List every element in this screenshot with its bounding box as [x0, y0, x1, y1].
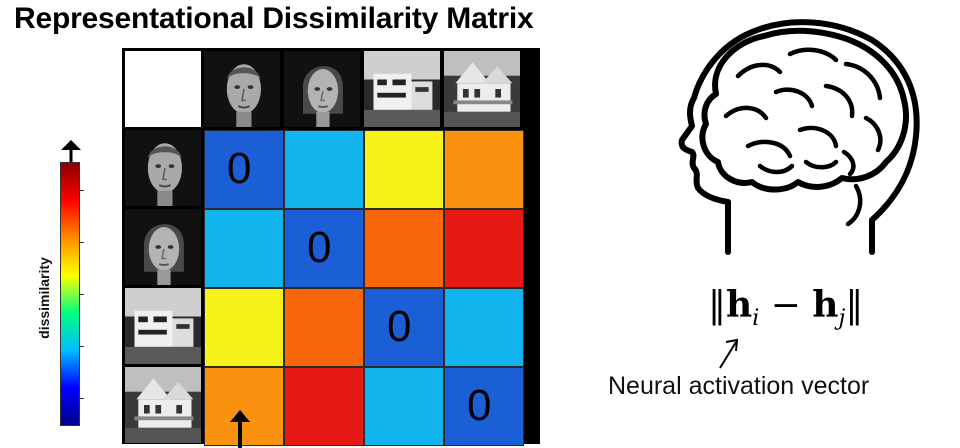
diagonal-zero-label: 0: [467, 381, 492, 430]
vector-h-j: h: [812, 284, 839, 326]
stimulus-house-victorian-icon: [444, 51, 520, 127]
pointer-arrow-icon: [719, 338, 739, 369]
matrix-cell: [444, 288, 524, 367]
index-i: i: [752, 306, 760, 332]
diagonal-zero-label: 0: [307, 223, 332, 272]
stimulus-building-modern-icon: [364, 51, 440, 127]
matrix-cell: [204, 367, 284, 446]
colorbar-tick: [79, 190, 84, 191]
matrix-corner: [125, 51, 201, 127]
colorbar-tick: [79, 398, 84, 399]
minus-sign: −: [759, 285, 813, 326]
matrix-cell: [444, 209, 524, 288]
diagonal-zero-label: 0: [227, 144, 252, 193]
matrix-cell: [204, 209, 284, 288]
matrix-cell: [284, 288, 364, 367]
matrix-cell: [364, 367, 444, 446]
colorbar-tick: [79, 294, 84, 295]
brain-head-icon: [678, 19, 920, 255]
stimulus-house-victorian-icon: [125, 367, 201, 443]
stimulus-face-man-icon: [125, 130, 201, 206]
norm-right: ‖: [845, 285, 864, 326]
colorbar-arrow-icon: [61, 140, 81, 164]
stimulus-face-woman-icon: [125, 209, 201, 285]
matrix-cell: [284, 367, 364, 446]
index-j: j: [838, 306, 846, 332]
vector-h-i: h: [726, 284, 753, 326]
caption: Neural activation vector: [608, 372, 870, 400]
matrix-cell: [444, 130, 524, 209]
matrix-cell: 0: [364, 288, 444, 367]
distance-formula: ‖hi − hj‖: [708, 284, 863, 331]
matrix-cell: 0: [444, 367, 524, 446]
matrix-cell: [284, 130, 364, 209]
colorbar: dissimilarity: [32, 140, 92, 430]
matrix-cell: [364, 130, 444, 209]
colorbar-label: dissimilarity: [36, 257, 52, 339]
stimulus-face-woman-icon: [284, 51, 360, 127]
bottom-arrow-icon: [230, 410, 250, 448]
page-title: Representational Dissimilarity Matrix: [14, 2, 534, 35]
matrix-cell: [204, 288, 284, 367]
stimulus-building-modern-icon: [125, 288, 201, 364]
dissimilarity-matrix: 0 0 0 0: [122, 48, 540, 446]
norm-left: ‖: [708, 285, 726, 326]
stimulus-face-man-icon: [204, 51, 280, 127]
colorbar-gradient: [60, 162, 80, 426]
matrix-cell: [364, 209, 444, 288]
matrix-cell: 0: [204, 130, 284, 209]
colorbar-tick: [79, 242, 84, 243]
matrix-cell: 0: [284, 209, 364, 288]
colorbar-tick: [79, 346, 84, 347]
diagonal-zero-label: 0: [387, 302, 412, 351]
